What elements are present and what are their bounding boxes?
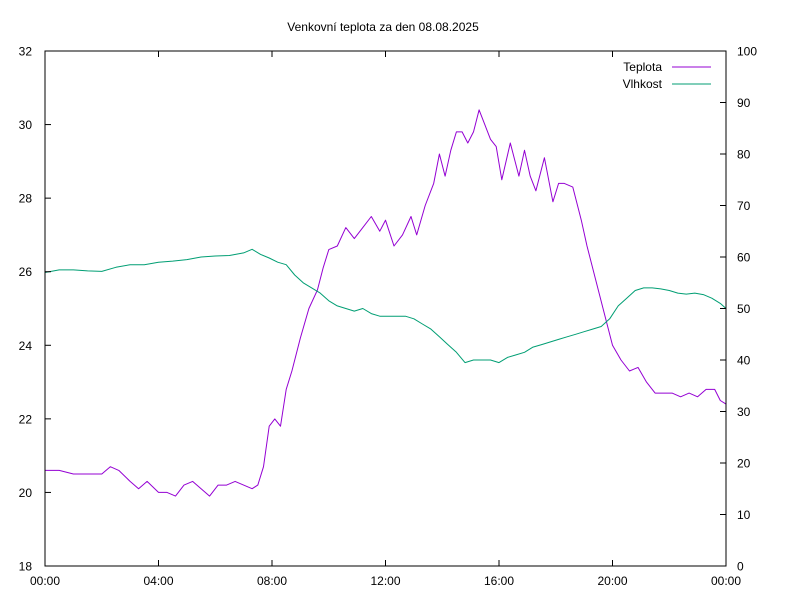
series-layer xyxy=(44,109,727,497)
legend: Teplota Vlhkost xyxy=(623,60,711,91)
y2-tick-label: 80 xyxy=(737,148,751,162)
legend-label-vlhkost: Vlhkost xyxy=(623,77,663,91)
y2-tick-label: 10 xyxy=(737,508,751,522)
y-tick-label: 28 xyxy=(19,192,33,206)
x-tick-label: 00:00 xyxy=(711,574,741,588)
series-line-teplota xyxy=(45,109,727,497)
y-tick-label: 24 xyxy=(19,339,33,353)
y-tick-label: 22 xyxy=(19,412,33,426)
y-tick-label: 30 xyxy=(19,118,33,132)
x-tick-label: 00:00 xyxy=(30,574,60,588)
y2-tick-label: 50 xyxy=(737,302,751,316)
y2-tick-label: 100 xyxy=(737,45,757,59)
x-tick-label: 16:00 xyxy=(484,574,514,588)
y2-tick-label: 70 xyxy=(737,199,751,213)
x-tick-label: 04:00 xyxy=(143,574,173,588)
y-tick-label: 32 xyxy=(19,45,33,59)
plot-frame xyxy=(44,50,727,567)
x-tick-label: 12:00 xyxy=(370,574,400,588)
y2-tick-label: 60 xyxy=(737,251,751,265)
legend-label-teplota: Teplota xyxy=(623,60,662,74)
y2-tick-label: 20 xyxy=(737,457,751,471)
tick-layer: 00:00 04:00 08:00 12:00 16:00 20:00 00:0018202… xyxy=(19,45,758,589)
y-tick-label: 26 xyxy=(19,265,33,279)
y-tick-label: 20 xyxy=(19,486,33,500)
y2-tick-label: 0 xyxy=(737,560,744,574)
x-tick-label: 20:00 xyxy=(597,574,627,588)
x-tick-label: 08:00 xyxy=(257,574,287,588)
chart-title: Venkovní teplota za den 08.08.2025 xyxy=(287,20,479,34)
y2-tick-label: 30 xyxy=(737,405,751,419)
y-tick-label: 18 xyxy=(19,560,33,574)
series-line-vlhkost xyxy=(44,248,727,364)
y2-tick-label: 40 xyxy=(737,354,751,368)
y2-tick-label: 90 xyxy=(737,96,751,110)
